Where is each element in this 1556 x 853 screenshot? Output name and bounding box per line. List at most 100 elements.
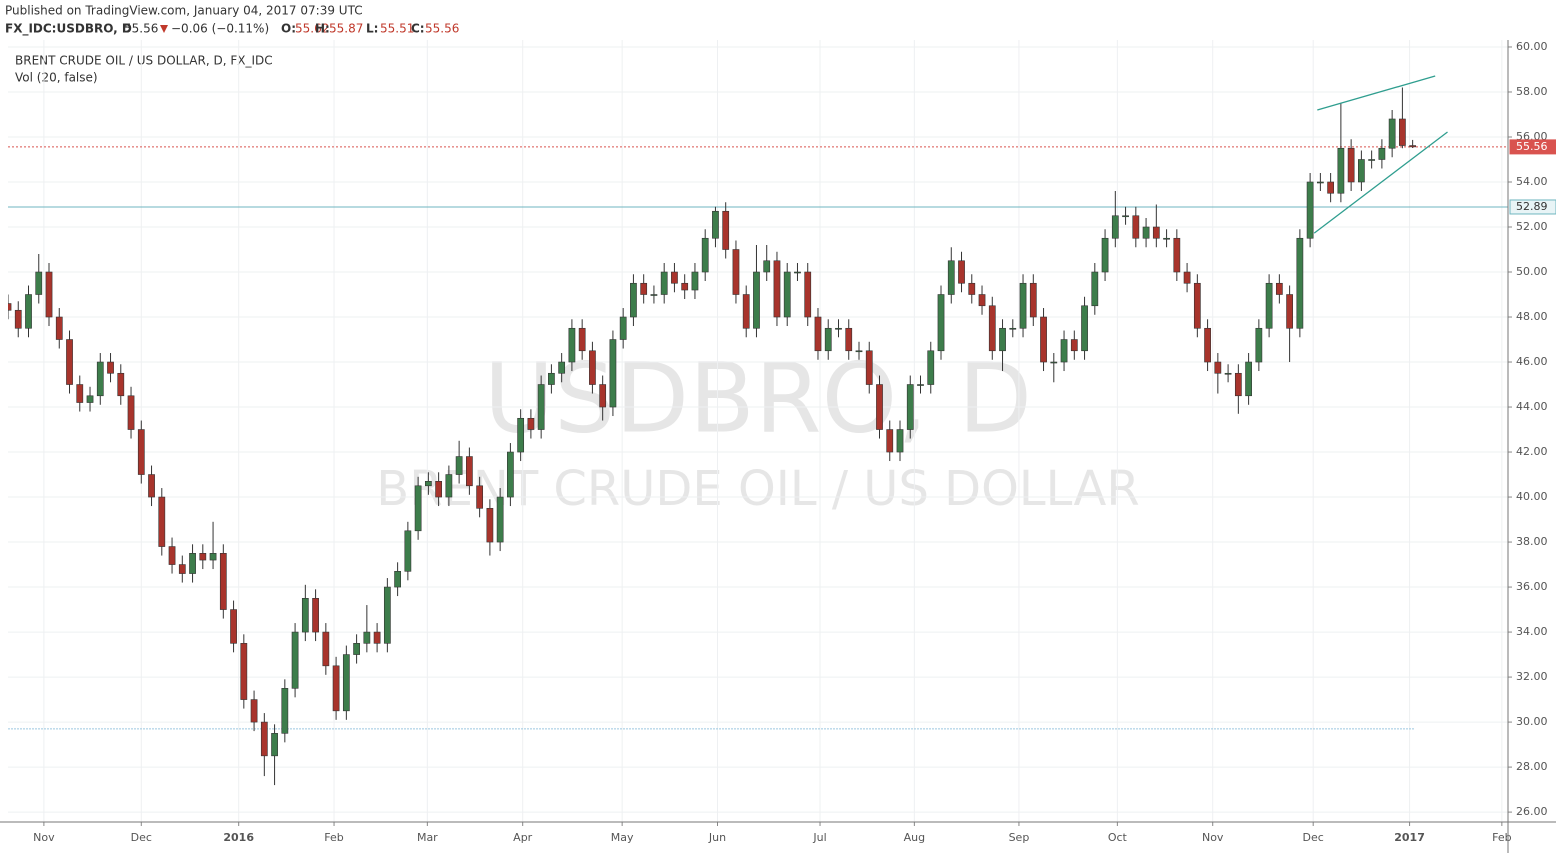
candle-body (1204, 327, 1211, 363)
candle-body (835, 327, 842, 330)
x-tick-label: May (611, 831, 634, 844)
y-tick-label: 48.00 (1516, 310, 1548, 323)
candle-body (1275, 282, 1283, 295)
ohlc-value: 55.56 (425, 22, 459, 36)
y-tick-label: 38.00 (1516, 535, 1548, 548)
candle-body (947, 260, 955, 295)
y-tick-label: 40.00 (1516, 490, 1548, 503)
y-tick-label: 26.00 (1516, 805, 1548, 818)
candle-body (137, 429, 145, 475)
y-tick-label: 42.00 (1516, 445, 1548, 458)
watermark: USDBRO, D (484, 342, 1032, 454)
candle-body (650, 294, 658, 296)
y-tick-label: 34.00 (1516, 625, 1548, 638)
candle-body (1337, 147, 1345, 194)
published: Published on TradingView.com, January 04… (5, 4, 363, 18)
candle-body (45, 271, 53, 318)
candle-body (455, 456, 463, 475)
price-label: 52.89 (1516, 200, 1548, 213)
candle-body (722, 210, 730, 250)
candle-body (66, 339, 73, 385)
candle-body (701, 237, 709, 273)
candle-body (1163, 237, 1170, 240)
candle-body (322, 631, 330, 667)
candle-body (660, 271, 668, 295)
candle-body (917, 384, 924, 386)
candle-body (117, 372, 125, 397)
candle-body (127, 395, 135, 430)
candle-body (209, 553, 217, 561)
candle-body (1101, 237, 1109, 273)
candle-body (568, 327, 576, 363)
candle-body (466, 456, 473, 487)
candle-body (1009, 327, 1017, 330)
candle-body (763, 260, 771, 273)
candle-body (1081, 305, 1088, 352)
y-tick-label: 32.00 (1516, 670, 1548, 683)
candle-body (1234, 372, 1242, 397)
candle-body (712, 210, 719, 239)
ohlc-label: L: (366, 22, 378, 36)
candle-body (342, 654, 350, 712)
candle-body (1183, 271, 1191, 284)
x-tick-label: Oct (1108, 831, 1128, 844)
candle-body (1265, 282, 1273, 329)
y-tick-label: 36.00 (1516, 580, 1548, 593)
price-label-box (1509, 199, 1556, 215)
price-label-box (1509, 139, 1556, 155)
x-tick-label: Jul (812, 831, 826, 844)
trend-line (1317, 75, 1436, 111)
candle-body (148, 474, 155, 498)
candle-body (486, 507, 494, 543)
y-tick-label: 44.00 (1516, 400, 1548, 413)
x-tick-label: Apr (513, 831, 533, 844)
x-tick-label: Sep (1009, 831, 1030, 844)
candle-body (1316, 181, 1324, 184)
candle-body (1296, 237, 1304, 329)
ohlc-value: 55.62 (295, 22, 329, 36)
candle-body (753, 271, 760, 329)
candle-body (548, 372, 555, 385)
candle-body (732, 249, 740, 295)
candle-body (865, 350, 873, 385)
candle-body (1306, 181, 1314, 239)
candle-body (383, 586, 391, 644)
candle-body (1358, 159, 1365, 183)
candle-body (640, 282, 648, 295)
x-tick-label: Dec (1303, 831, 1324, 844)
trend-line (1313, 131, 1448, 234)
candle-body (476, 485, 484, 509)
x-tick-label: 2017 (1394, 831, 1425, 844)
axis: 26.00 28.00 30.00 32.00 34.00 36.00 38.00 40.00… (0, 40, 1556, 853)
candle-body (445, 474, 453, 498)
candle-body (14, 309, 22, 329)
candle-body (742, 294, 750, 329)
x-tick-label: Aug (904, 831, 925, 844)
candle-body (230, 609, 237, 644)
candle-body (968, 282, 976, 295)
ohlc-label: O: (281, 22, 296, 36)
watermark: BRENT CRUDE OIL / US DOLLAR (376, 461, 1139, 517)
candle-body (107, 361, 114, 374)
candle-body (1255, 327, 1263, 363)
candle-body (773, 260, 781, 318)
candle-body (260, 721, 268, 757)
candle-body (414, 485, 422, 532)
candle-body (999, 327, 1006, 352)
candle-body (435, 480, 442, 498)
candle-body (76, 384, 84, 403)
candle-body (517, 417, 525, 453)
candle-body (1224, 372, 1232, 375)
candle-body (1029, 282, 1037, 318)
candle-body (876, 384, 883, 430)
candle-body (527, 417, 535, 430)
candle-body (271, 733, 278, 757)
candle-body (599, 384, 607, 408)
y-tick-label: 28.00 (1516, 760, 1548, 773)
candle-body (404, 530, 412, 572)
candle-body (814, 316, 822, 352)
candle-body (783, 271, 791, 318)
candle-body (178, 564, 186, 574)
candle-body (291, 631, 299, 689)
candle-body (824, 327, 832, 352)
